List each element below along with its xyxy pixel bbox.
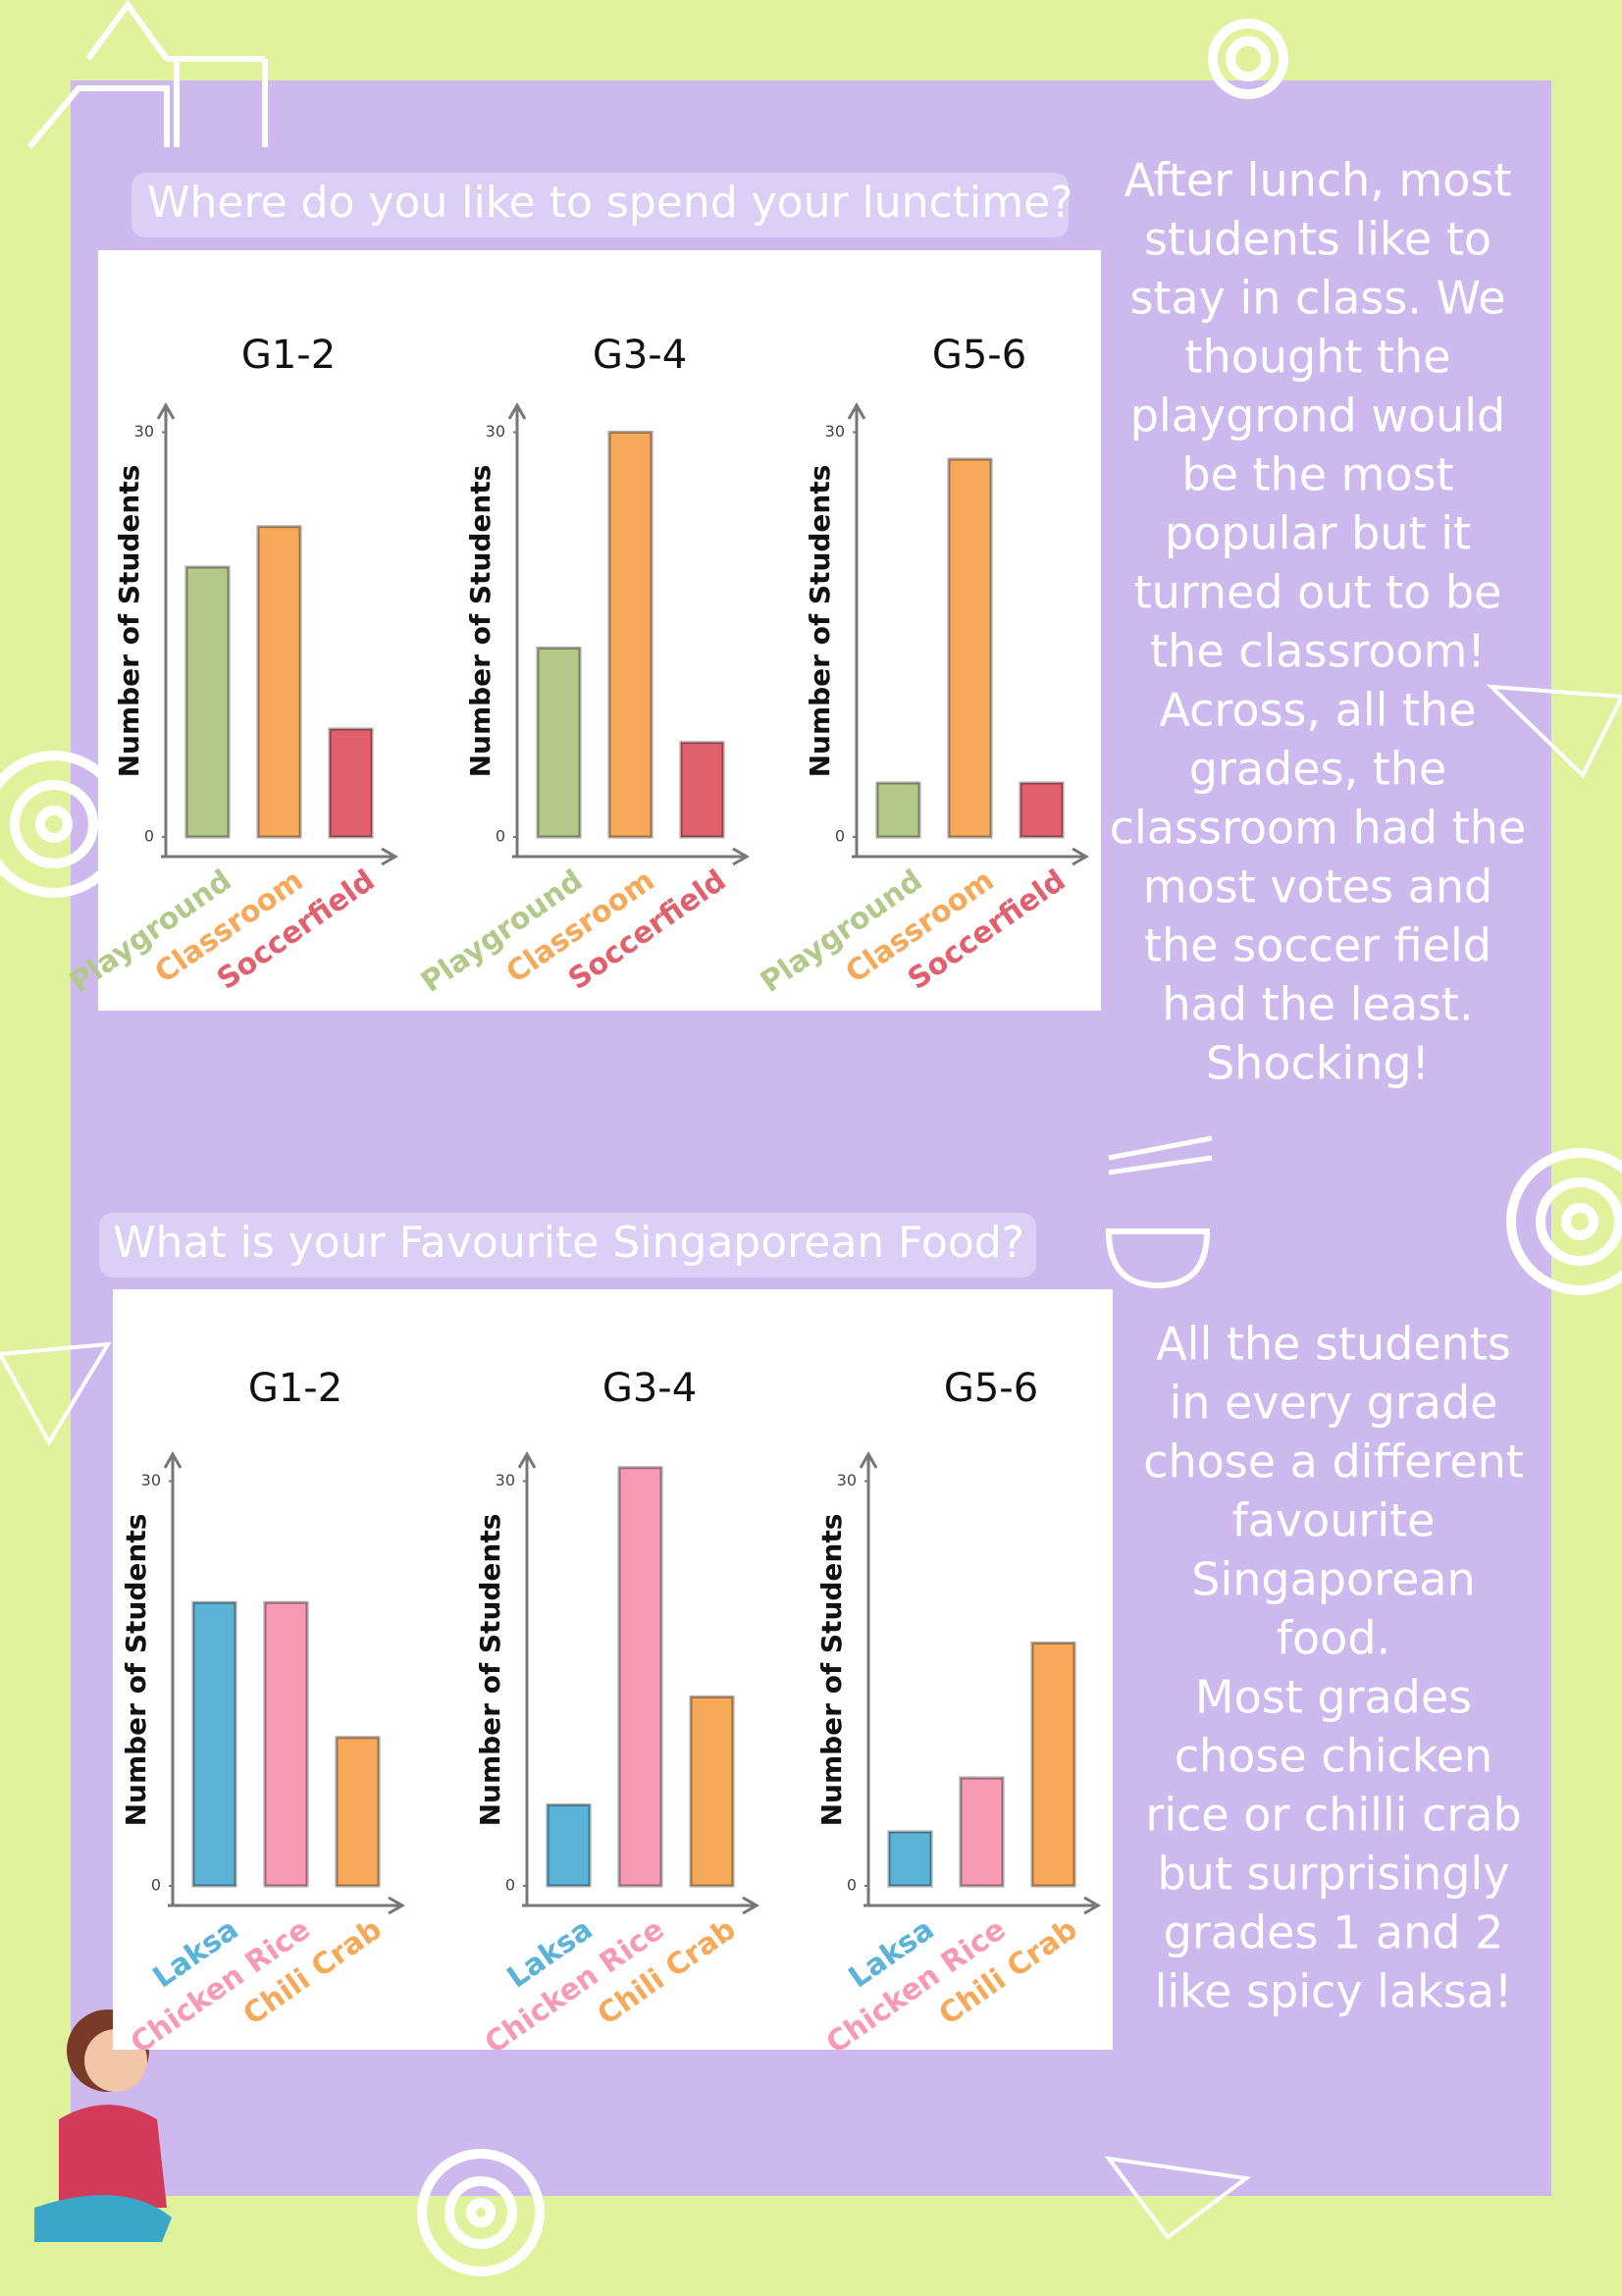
- y-tick-label: 30: [141, 1471, 161, 1489]
- heading-pill: [99, 1213, 1036, 1278]
- paragraph-line: in every grade: [1170, 1377, 1498, 1430]
- chart-title: G5-6: [944, 1366, 1038, 1411]
- y-axis-label: Number of Students: [815, 1514, 848, 1827]
- chart-title: G1-2: [241, 333, 336, 378]
- bar: [875, 781, 921, 839]
- axis-arrow: [388, 1896, 406, 1915]
- bar: [263, 1600, 309, 1888]
- axis-arrow: [742, 1896, 760, 1915]
- axis-arrow: [381, 847, 399, 866]
- paragraph-line: popular but it: [1165, 507, 1471, 560]
- bar: [184, 565, 231, 839]
- paragraph-line: turned out to be: [1134, 566, 1502, 619]
- paragraph-line: the soccer field: [1144, 919, 1491, 972]
- paragraph-line: Singaporean: [1191, 1553, 1475, 1606]
- bar: [1030, 1642, 1076, 1888]
- paragraph-line: Shocking!: [1206, 1037, 1430, 1090]
- bar: [328, 727, 374, 839]
- y-tick-label: 30: [496, 1471, 515, 1489]
- chart-title: G3-4: [593, 333, 687, 378]
- axis-arrow: [517, 1450, 537, 1469]
- paragraph-line: the classroom!: [1150, 625, 1486, 678]
- paragraph-line: had the least.: [1162, 978, 1473, 1031]
- paragraph-line: Most grades: [1195, 1671, 1472, 1724]
- paragraph-line: Across, all the: [1159, 684, 1476, 737]
- y-axis-label: Number of Students: [804, 465, 836, 778]
- paragraph-line: rice or chilli crab: [1145, 1789, 1521, 1842]
- y-tick-label: 30: [825, 422, 845, 441]
- bar: [191, 1600, 237, 1888]
- bar: [617, 1466, 663, 1888]
- bar: [959, 1776, 1005, 1888]
- axis-arrow: [163, 1450, 183, 1469]
- chart-title: G1-2: [248, 1366, 342, 1411]
- bar: [335, 1736, 381, 1888]
- paragraph-line: food.: [1277, 1612, 1390, 1665]
- axis-arrow: [1083, 1896, 1102, 1915]
- paragraph-line: playgrond would: [1130, 390, 1506, 443]
- axis-arrow: [1072, 847, 1090, 866]
- bar: [947, 457, 993, 839]
- paragraph-line: chose chicken: [1175, 1730, 1492, 1783]
- paragraph-line: grades 1 and 2: [1164, 1906, 1504, 1959]
- paragraph-line: favourite: [1232, 1494, 1436, 1547]
- axis-arrow: [847, 401, 866, 420]
- bar: [689, 1696, 735, 1888]
- y-tick-label: 30: [486, 422, 505, 441]
- bar: [546, 1803, 592, 1888]
- bar: [887, 1830, 933, 1888]
- y-axis-label: Number of Students: [113, 465, 145, 778]
- y-axis-label: Number of Students: [120, 1514, 152, 1827]
- y-tick-label: 0: [144, 827, 154, 846]
- paragraph-line: classroom had the: [1110, 802, 1526, 855]
- axis-arrow: [732, 847, 751, 866]
- bar: [256, 525, 302, 839]
- paragraph-line: chose a different: [1143, 1435, 1524, 1488]
- paragraph-line: All the students: [1156, 1318, 1511, 1371]
- paragraph-line: students like to: [1144, 213, 1491, 266]
- y-tick-label: 0: [847, 1876, 857, 1895]
- paragraph-line: After lunch, most: [1125, 154, 1512, 207]
- bar: [1019, 781, 1065, 839]
- y-tick-label: 30: [837, 1471, 857, 1489]
- bar: [679, 741, 725, 839]
- heading-pill: [131, 173, 1069, 237]
- paragraph-line: thought the: [1185, 331, 1451, 384]
- chart-title: G5-6: [932, 333, 1026, 378]
- paragraph-line: but surprisingly: [1157, 1848, 1509, 1901]
- y-tick-label: 0: [835, 827, 845, 846]
- axis-arrow: [156, 401, 176, 420]
- bar: [536, 647, 582, 839]
- chart-title: G3-4: [602, 1366, 697, 1411]
- y-axis-label: Number of Students: [474, 1514, 506, 1827]
- axis-arrow: [859, 1450, 878, 1469]
- heading: What is your Favourite Singaporean Food?: [113, 1218, 1024, 1268]
- y-tick-label: 30: [134, 422, 154, 441]
- paragraph-line: be the most: [1181, 448, 1453, 501]
- heading: Where do you like to spend your lunctime…: [147, 178, 1073, 228]
- paragraph-line: like spicy laksa!: [1155, 1965, 1513, 2018]
- bar: [607, 431, 654, 839]
- y-tick-label: 0: [505, 1876, 515, 1895]
- axis-arrow: [507, 401, 527, 420]
- y-axis-label: Number of Students: [464, 465, 497, 778]
- paragraph-line: most votes and: [1143, 861, 1492, 913]
- y-tick-label: 0: [151, 1876, 161, 1895]
- y-tick-label: 0: [496, 827, 505, 846]
- paragraph-line: stay in class. We: [1129, 272, 1505, 325]
- paragraph-line: grades, the: [1189, 743, 1447, 796]
